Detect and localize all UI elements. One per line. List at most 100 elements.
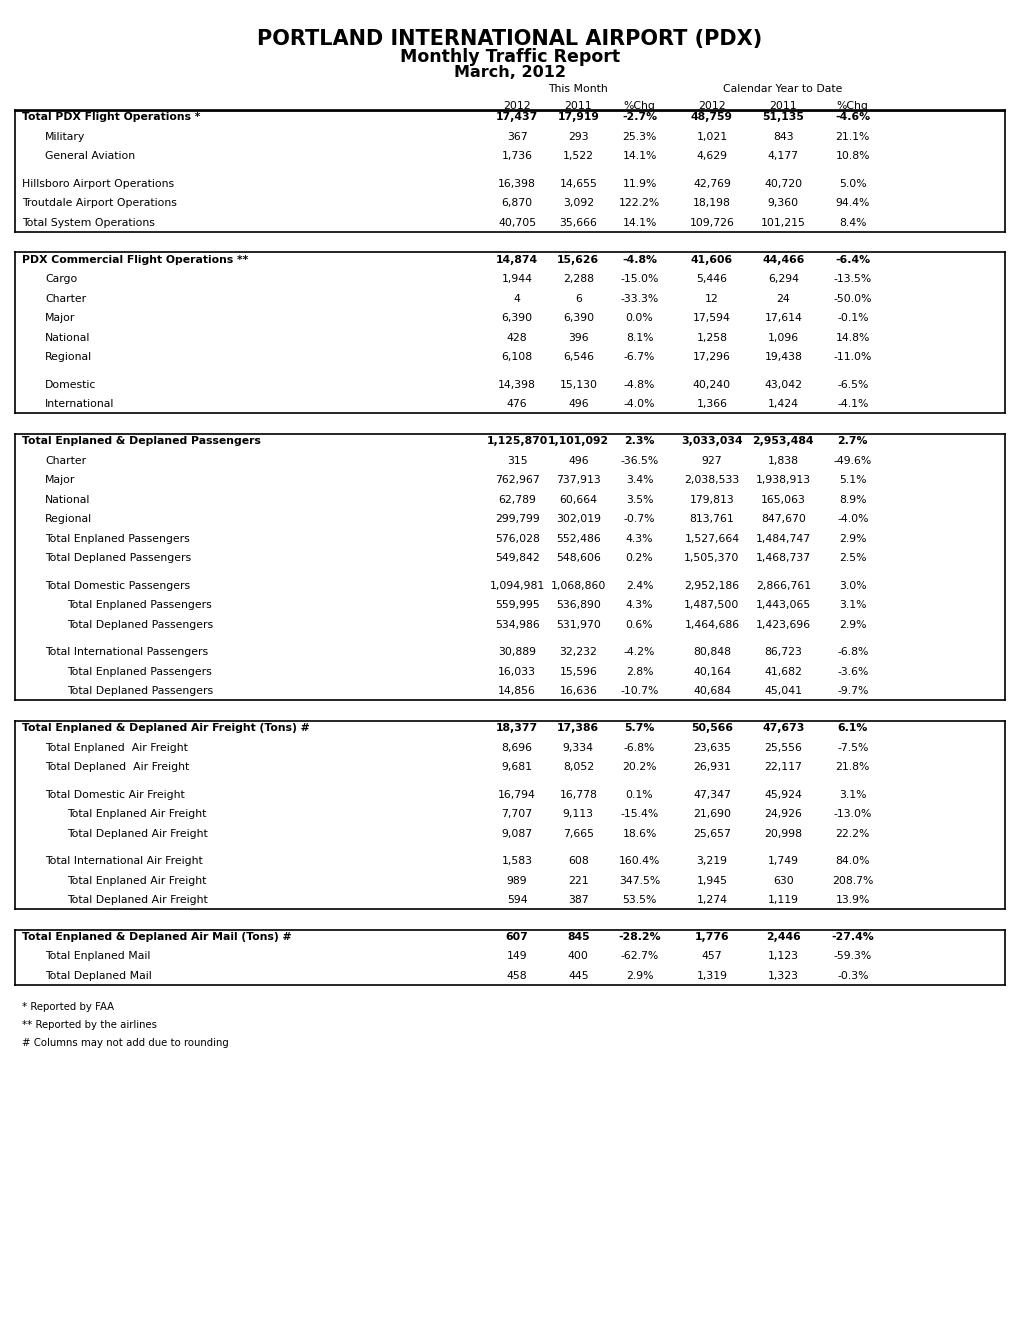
Text: 6,294: 6,294: [767, 275, 798, 284]
Text: 2.7%: 2.7%: [837, 436, 867, 446]
Text: 6,870: 6,870: [501, 198, 532, 209]
Text: 9,681: 9,681: [501, 762, 532, 772]
Text: 20.2%: 20.2%: [622, 762, 656, 772]
Text: 2,038,533: 2,038,533: [684, 475, 739, 486]
Text: 302,019: 302,019: [555, 515, 600, 524]
Text: Hillsboro Airport Operations: Hillsboro Airport Operations: [22, 180, 174, 189]
Text: -4.6%: -4.6%: [835, 112, 869, 123]
Text: Total Enplaned & Deplaned Air Mail (Tons) #: Total Enplaned & Deplaned Air Mail (Tons…: [22, 932, 291, 942]
Text: # Columns may not add due to rounding: # Columns may not add due to rounding: [22, 1038, 229, 1048]
Text: 17,614: 17,614: [763, 313, 802, 323]
Text: 400: 400: [568, 952, 588, 961]
Text: 35,666: 35,666: [558, 218, 597, 228]
Text: -4.2%: -4.2%: [624, 647, 654, 657]
Text: -4.8%: -4.8%: [624, 380, 654, 389]
Text: -50.0%: -50.0%: [833, 294, 871, 304]
Text: 1,094,981: 1,094,981: [489, 581, 544, 591]
Text: 1,068,860: 1,068,860: [550, 581, 605, 591]
Text: 2,952,186: 2,952,186: [684, 581, 739, 591]
Text: -4.0%: -4.0%: [624, 400, 654, 409]
Text: 18,198: 18,198: [692, 198, 731, 209]
Text: -6.4%: -6.4%: [835, 255, 869, 265]
Text: 40,240: 40,240: [692, 380, 731, 389]
Text: Domestic: Domestic: [45, 380, 96, 389]
Text: Total Deplaned  Air Freight: Total Deplaned Air Freight: [45, 762, 189, 772]
Text: 548,606: 548,606: [555, 553, 600, 564]
Text: Total Deplaned Air Freight: Total Deplaned Air Freight: [67, 829, 208, 838]
Text: 293: 293: [568, 132, 588, 143]
Text: 8.4%: 8.4%: [839, 218, 865, 228]
Text: -6.7%: -6.7%: [624, 352, 654, 363]
Text: -0.7%: -0.7%: [624, 515, 654, 524]
Text: 2.5%: 2.5%: [839, 553, 865, 564]
Text: 44,466: 44,466: [761, 255, 804, 265]
Text: 1,505,370: 1,505,370: [684, 553, 739, 564]
Text: 347.5%: 347.5%: [619, 875, 659, 886]
Text: 3,092: 3,092: [562, 198, 593, 209]
Text: 12: 12: [704, 294, 718, 304]
Text: 23,635: 23,635: [692, 743, 731, 752]
Text: -36.5%: -36.5%: [620, 455, 658, 466]
Text: 534,986: 534,986: [494, 620, 539, 630]
Text: 6,390: 6,390: [562, 313, 593, 323]
Text: 3,033,034: 3,033,034: [681, 436, 742, 446]
Text: 14.1%: 14.1%: [622, 218, 656, 228]
Text: Total Enplaned Mail: Total Enplaned Mail: [45, 952, 150, 961]
Text: 315: 315: [506, 455, 527, 466]
Text: -6.5%: -6.5%: [837, 380, 867, 389]
Text: 21.1%: 21.1%: [835, 132, 869, 143]
Text: 18,377: 18,377: [495, 723, 538, 733]
Text: 22.2%: 22.2%: [835, 829, 869, 838]
Text: 6: 6: [575, 294, 581, 304]
Text: Total Enplaned & Deplaned Passengers: Total Enplaned & Deplaned Passengers: [22, 436, 261, 446]
Text: 3,219: 3,219: [696, 857, 727, 866]
Text: 16,033: 16,033: [497, 667, 536, 677]
Text: Cargo: Cargo: [45, 275, 77, 284]
Text: 737,913: 737,913: [555, 475, 600, 486]
Text: 9,360: 9,360: [767, 198, 798, 209]
Text: -13.0%: -13.0%: [833, 809, 871, 820]
Text: 16,398: 16,398: [497, 180, 536, 189]
Text: 4,629: 4,629: [696, 152, 727, 161]
Text: -62.7%: -62.7%: [620, 952, 658, 961]
Text: Total System Operations: Total System Operations: [22, 218, 155, 228]
Text: 9,113: 9,113: [562, 809, 593, 820]
Text: 14,655: 14,655: [558, 180, 597, 189]
Text: National: National: [45, 495, 90, 504]
Text: 1,468,737: 1,468,737: [755, 553, 810, 564]
Text: 1,838: 1,838: [767, 455, 798, 466]
Text: 630: 630: [772, 875, 793, 886]
Text: PORTLAND INTERNATIONAL AIRPORT (PDX): PORTLAND INTERNATIONAL AIRPORT (PDX): [257, 29, 762, 49]
Text: 2.8%: 2.8%: [626, 667, 652, 677]
Text: Total Deplaned Passengers: Total Deplaned Passengers: [45, 553, 191, 564]
Text: 84.0%: 84.0%: [835, 857, 869, 866]
Text: Total Enplaned Air Freight: Total Enplaned Air Freight: [67, 875, 207, 886]
Text: 53.5%: 53.5%: [622, 895, 656, 906]
Text: 1,274: 1,274: [696, 895, 727, 906]
Text: 30,889: 30,889: [497, 647, 536, 657]
Text: -49.6%: -49.6%: [833, 455, 871, 466]
Text: -11.0%: -11.0%: [833, 352, 871, 363]
Text: 843: 843: [772, 132, 793, 143]
Text: 40,164: 40,164: [692, 667, 731, 677]
Text: Calendar Year to Date: Calendar Year to Date: [721, 84, 842, 95]
Text: -7.5%: -7.5%: [837, 743, 867, 752]
Text: Total Enplaned & Deplaned Air Freight (Tons) #: Total Enplaned & Deplaned Air Freight (T…: [22, 723, 310, 733]
Text: 13.9%: 13.9%: [835, 895, 869, 906]
Text: 15,626: 15,626: [556, 255, 599, 265]
Text: 45,924: 45,924: [763, 789, 802, 800]
Text: Monthly Traffic Report: Monthly Traffic Report: [399, 48, 620, 66]
Text: 4.3%: 4.3%: [626, 601, 652, 610]
Text: 22,117: 22,117: [763, 762, 802, 772]
Text: 80,848: 80,848: [692, 647, 731, 657]
Text: 559,995: 559,995: [494, 601, 539, 610]
Text: Total Enplaned  Air Freight: Total Enplaned Air Freight: [45, 743, 187, 752]
Text: 109,726: 109,726: [689, 218, 734, 228]
Text: 607: 607: [505, 932, 528, 942]
Text: -33.3%: -33.3%: [620, 294, 658, 304]
Text: 2.9%: 2.9%: [626, 972, 652, 981]
Text: 762,967: 762,967: [494, 475, 539, 486]
Text: 845: 845: [567, 932, 589, 942]
Text: 60,664: 60,664: [558, 495, 597, 504]
Text: -27.4%: -27.4%: [830, 932, 873, 942]
